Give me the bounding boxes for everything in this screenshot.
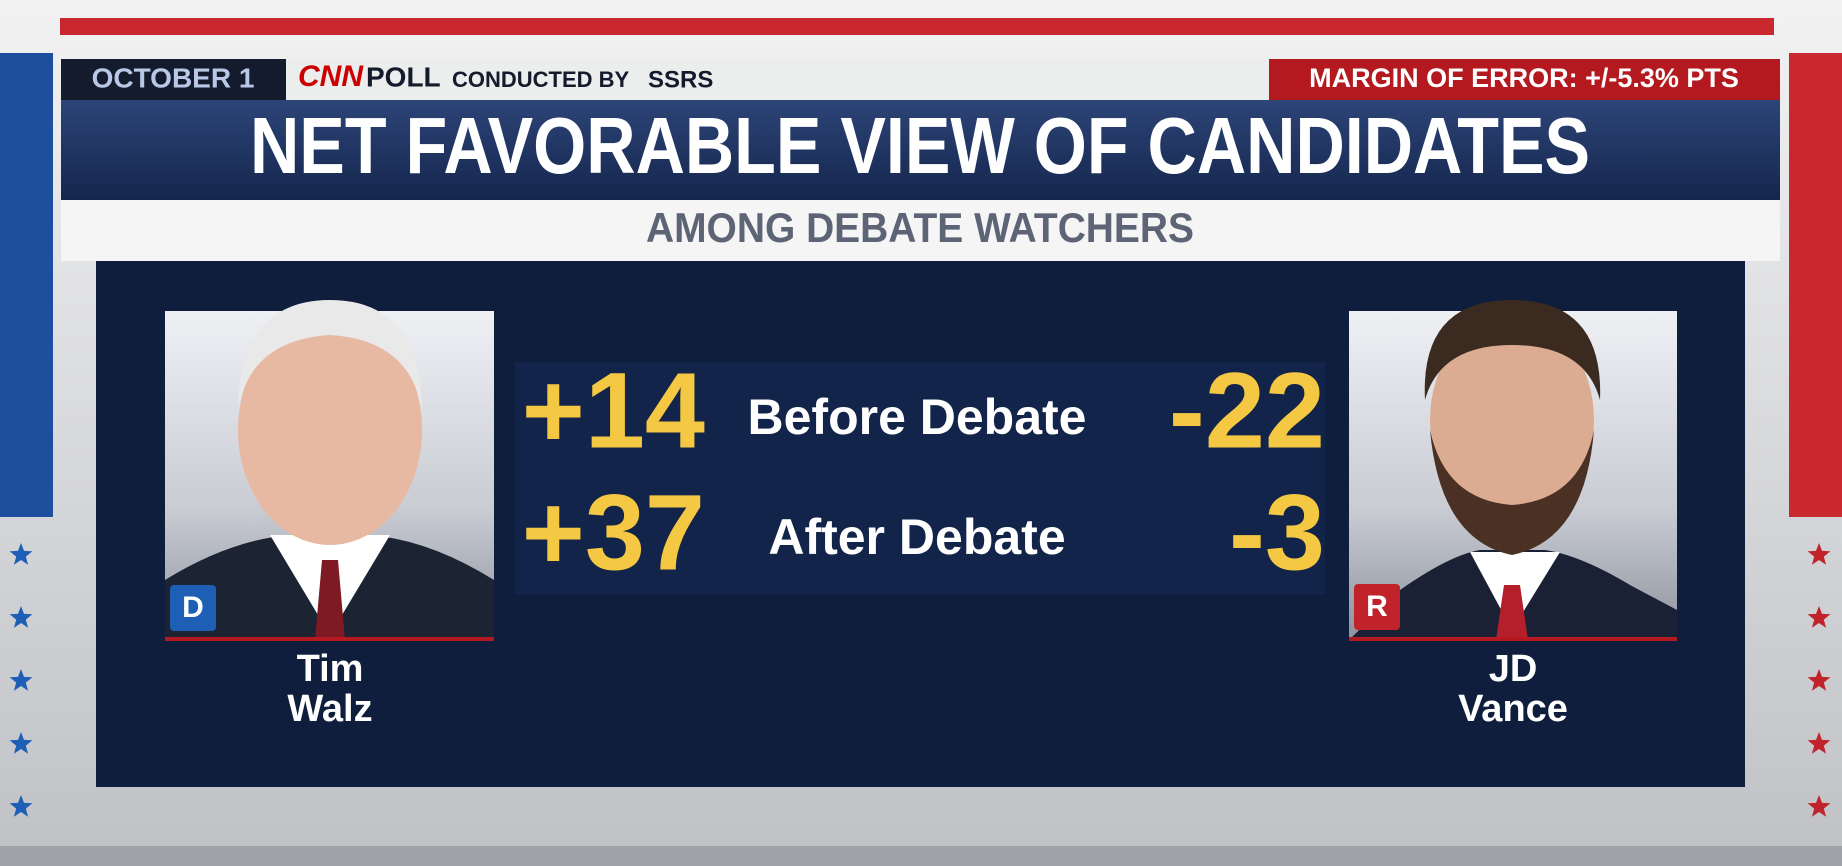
- star: [9, 732, 33, 754]
- walz-before: +14: [522, 350, 705, 471]
- party-badge: [170, 585, 216, 631]
- party: D: [182, 591, 204, 624]
- star: [9, 795, 33, 817]
- left-blue-bar: [0, 53, 53, 517]
- top-stripe: [60, 18, 1774, 35]
- candidate-name: JD: [1489, 648, 1538, 690]
- walz-photo: [165, 300, 494, 641]
- subtitle-band: [61, 200, 1780, 261]
- date: OCTOBER 1: [92, 62, 255, 93]
- bottom-rail: [55, 797, 1785, 805]
- pollster: SSRS: [648, 66, 713, 93]
- row-label: After Debate: [768, 509, 1065, 565]
- vance-after: -3: [1229, 472, 1325, 593]
- party: R: [1366, 590, 1388, 623]
- star: [1807, 732, 1831, 754]
- poll: POLL: [366, 61, 441, 92]
- star: [1807, 606, 1831, 628]
- star: [1807, 669, 1831, 691]
- candidate-name: Walz: [287, 688, 372, 730]
- bottom-edge: [0, 846, 1842, 866]
- star: [9, 606, 33, 628]
- candidate-name: Tim: [297, 648, 364, 690]
- party-badge: [1354, 584, 1400, 630]
- title-band: [61, 100, 1780, 200]
- margin-box: [1269, 59, 1780, 100]
- brand: CNN: [298, 60, 364, 93]
- vance-before: -22: [1169, 350, 1325, 471]
- subtitle: AMONG DEBATE WATCHERS: [646, 204, 1194, 251]
- conducted-by: CONDUCTED BY: [452, 67, 630, 92]
- title: NET FAVORABLE VIEW OF CANDIDATES: [250, 101, 1590, 190]
- star: [1807, 543, 1831, 565]
- walz-after: +37: [522, 472, 705, 593]
- values-panel: [515, 362, 1325, 594]
- star-decorations: [9, 543, 1831, 817]
- date-box: [61, 59, 286, 100]
- right-red-bar: [1789, 53, 1842, 517]
- star: [9, 543, 33, 565]
- star: [1807, 795, 1831, 817]
- star: [9, 669, 33, 691]
- candidate-name: Vance: [1458, 688, 1568, 730]
- row-label: Before Debate: [748, 389, 1087, 445]
- margin-of-error: MARGIN OF ERROR: +/-5.3% PTS: [1309, 63, 1739, 93]
- vance-photo: [1349, 300, 1677, 641]
